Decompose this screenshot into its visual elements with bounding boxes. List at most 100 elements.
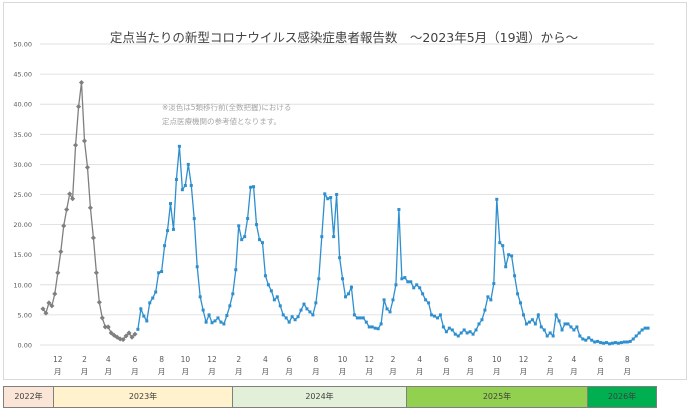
- data-point: [99, 315, 105, 321]
- data-point: [192, 217, 196, 221]
- data-point: [610, 341, 614, 345]
- data-point: [622, 340, 626, 344]
- data-point: [151, 296, 155, 300]
- data-point: [560, 328, 564, 332]
- y-tick-label: 15.00: [13, 251, 32, 259]
- data-point: [160, 270, 164, 274]
- data-point: [640, 328, 644, 332]
- data-point: [495, 197, 499, 201]
- data-point: [527, 320, 531, 324]
- data-point: [435, 316, 439, 320]
- data-point: [468, 330, 472, 334]
- data-point: [93, 270, 99, 276]
- data-point: [166, 229, 170, 233]
- data-point: [174, 177, 178, 181]
- data-point: [237, 224, 241, 228]
- data-point: [139, 307, 143, 311]
- x-tick-label: 12 月: [519, 355, 529, 376]
- data-point: [64, 206, 70, 213]
- data-point: [361, 316, 365, 320]
- data-point: [320, 235, 324, 239]
- data-point: [284, 316, 288, 320]
- data-point: [346, 292, 350, 296]
- data-point: [382, 298, 386, 302]
- data-point: [195, 265, 199, 269]
- x-tick-label: 10 月: [492, 355, 502, 376]
- data-point: [278, 304, 282, 308]
- data-point: [403, 276, 407, 280]
- data-point: [391, 298, 395, 302]
- data-point: [219, 320, 223, 324]
- x-tick-label: 12 月: [364, 355, 374, 376]
- data-point: [530, 318, 534, 322]
- data-point: [355, 316, 359, 320]
- data-point: [596, 339, 600, 343]
- data-point: [255, 223, 259, 227]
- data-point: [177, 144, 181, 148]
- data-point: [272, 298, 276, 302]
- data-point: [210, 321, 214, 325]
- data-point: [120, 337, 126, 343]
- data-point: [498, 241, 502, 245]
- data-point: [228, 304, 232, 308]
- data-point: [492, 282, 496, 286]
- data-point: [281, 313, 285, 317]
- data-point: [76, 104, 82, 110]
- data-point: [169, 202, 173, 206]
- data-point: [545, 334, 549, 338]
- data-point: [551, 334, 555, 338]
- data-point: [631, 337, 635, 341]
- data-point: [376, 327, 380, 331]
- data-point: [501, 244, 505, 248]
- data-point: [299, 308, 303, 312]
- data-point: [566, 322, 570, 326]
- data-point: [424, 298, 428, 302]
- data-point: [201, 308, 205, 312]
- data-point: [625, 340, 629, 344]
- data-point: [385, 307, 389, 311]
- data-point: [145, 319, 149, 323]
- data-point: [548, 331, 552, 335]
- data-point: [61, 223, 67, 229]
- data-point: [293, 318, 297, 322]
- data-point: [646, 326, 650, 330]
- data-point: [456, 334, 460, 338]
- year-cell-2023: 2023年: [53, 386, 233, 408]
- y-tick-label: 0.00: [18, 342, 32, 350]
- data-point: [400, 277, 404, 281]
- data-point: [78, 79, 85, 86]
- data-point: [453, 332, 457, 336]
- data-point: [441, 325, 445, 329]
- data-point: [590, 338, 594, 342]
- data-point: [186, 162, 190, 166]
- data-point: [370, 325, 374, 329]
- year-cell-2024: 2024年: [232, 386, 407, 408]
- data-point: [602, 341, 606, 345]
- data-point: [311, 313, 315, 317]
- data-point: [263, 274, 267, 278]
- chart-frame: 0.00 5.00 10.00 15.00 20.00 25.00 30.00 35.00 40…: [3, 2, 687, 380]
- data-point: [305, 307, 309, 311]
- data-point: [427, 301, 431, 305]
- data-point: [388, 310, 392, 314]
- data-point: [234, 268, 238, 272]
- chart-title: 定点当たりの新型コロナウイルス感染症患者報告数 ～2023年5月（19週）から～: [109, 30, 579, 45]
- data-point: [317, 277, 321, 281]
- data-point: [406, 280, 410, 284]
- data-point: [171, 227, 175, 231]
- data-point: [447, 326, 451, 330]
- data-point: [643, 326, 647, 330]
- data-point: [260, 241, 264, 245]
- data-point: [572, 328, 576, 332]
- data-point: [222, 322, 226, 326]
- data-point: [308, 310, 312, 314]
- data-point: [96, 299, 102, 305]
- data-point: [326, 197, 330, 201]
- data-point: [474, 328, 478, 332]
- data-point: [157, 271, 161, 275]
